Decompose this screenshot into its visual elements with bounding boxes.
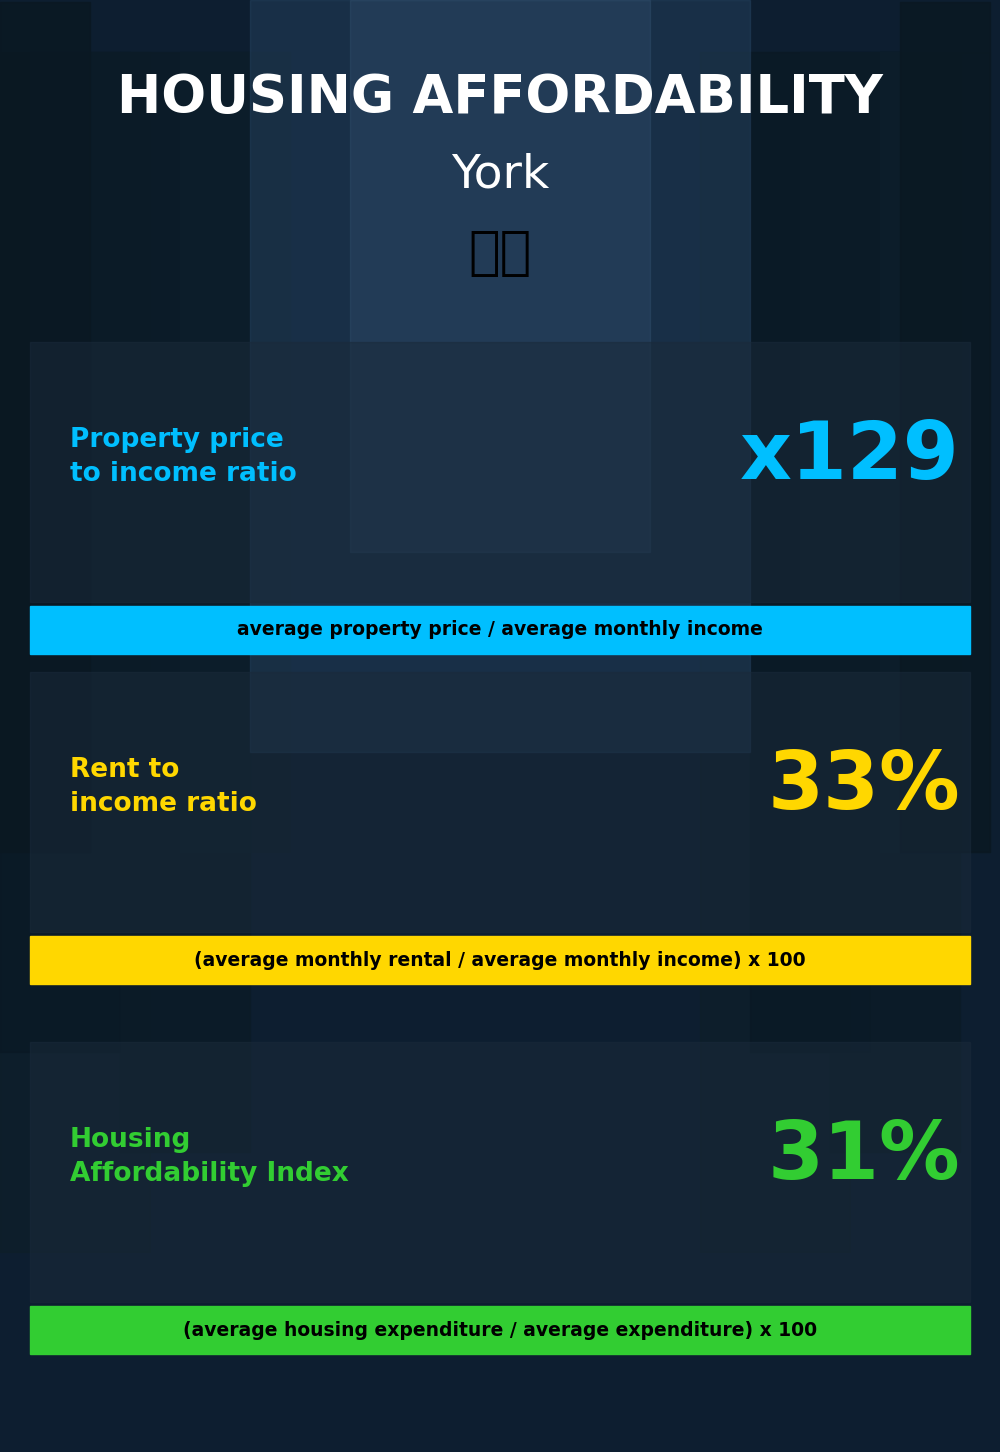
- Bar: [880, 52, 990, 852]
- Bar: [800, 52, 900, 953]
- Text: (average housing expenditure / average expenditure) x 100: (average housing expenditure / average e…: [183, 1320, 817, 1340]
- Bar: [750, 52, 870, 1053]
- Bar: [0, 52, 150, 1252]
- Bar: [250, 0, 750, 752]
- Text: (average monthly rental / average monthly income) x 100: (average monthly rental / average monthl…: [194, 951, 806, 970]
- Text: Property price
to income ratio: Property price to income ratio: [70, 427, 297, 486]
- Text: 🇬🇧: 🇬🇧: [468, 227, 532, 279]
- Text: 31%: 31%: [767, 1118, 960, 1196]
- Bar: [900, 1, 990, 852]
- Text: Housing
Affordability Index: Housing Affordability Index: [70, 1127, 349, 1186]
- Bar: [0, 52, 120, 1053]
- Text: average property price / average monthly income: average property price / average monthly…: [237, 620, 763, 639]
- Text: HOUSING AFFORDABILITY: HOUSING AFFORDABILITY: [117, 73, 883, 123]
- Bar: [30, 672, 970, 932]
- Text: York: York: [451, 152, 549, 197]
- Text: x129: x129: [740, 418, 960, 497]
- Bar: [30, 343, 970, 603]
- Bar: [120, 52, 250, 1151]
- Bar: [700, 52, 850, 1252]
- Text: Rent to
income ratio: Rent to income ratio: [70, 756, 257, 817]
- Bar: [0, 1, 90, 852]
- Bar: [30, 1043, 970, 1302]
- Bar: [830, 52, 960, 1151]
- Bar: [30, 52, 130, 953]
- Bar: [30, 605, 970, 653]
- Bar: [350, 0, 650, 552]
- Text: 33%: 33%: [767, 748, 960, 826]
- Bar: [30, 1305, 970, 1355]
- Bar: [180, 52, 290, 852]
- Bar: [30, 937, 970, 984]
